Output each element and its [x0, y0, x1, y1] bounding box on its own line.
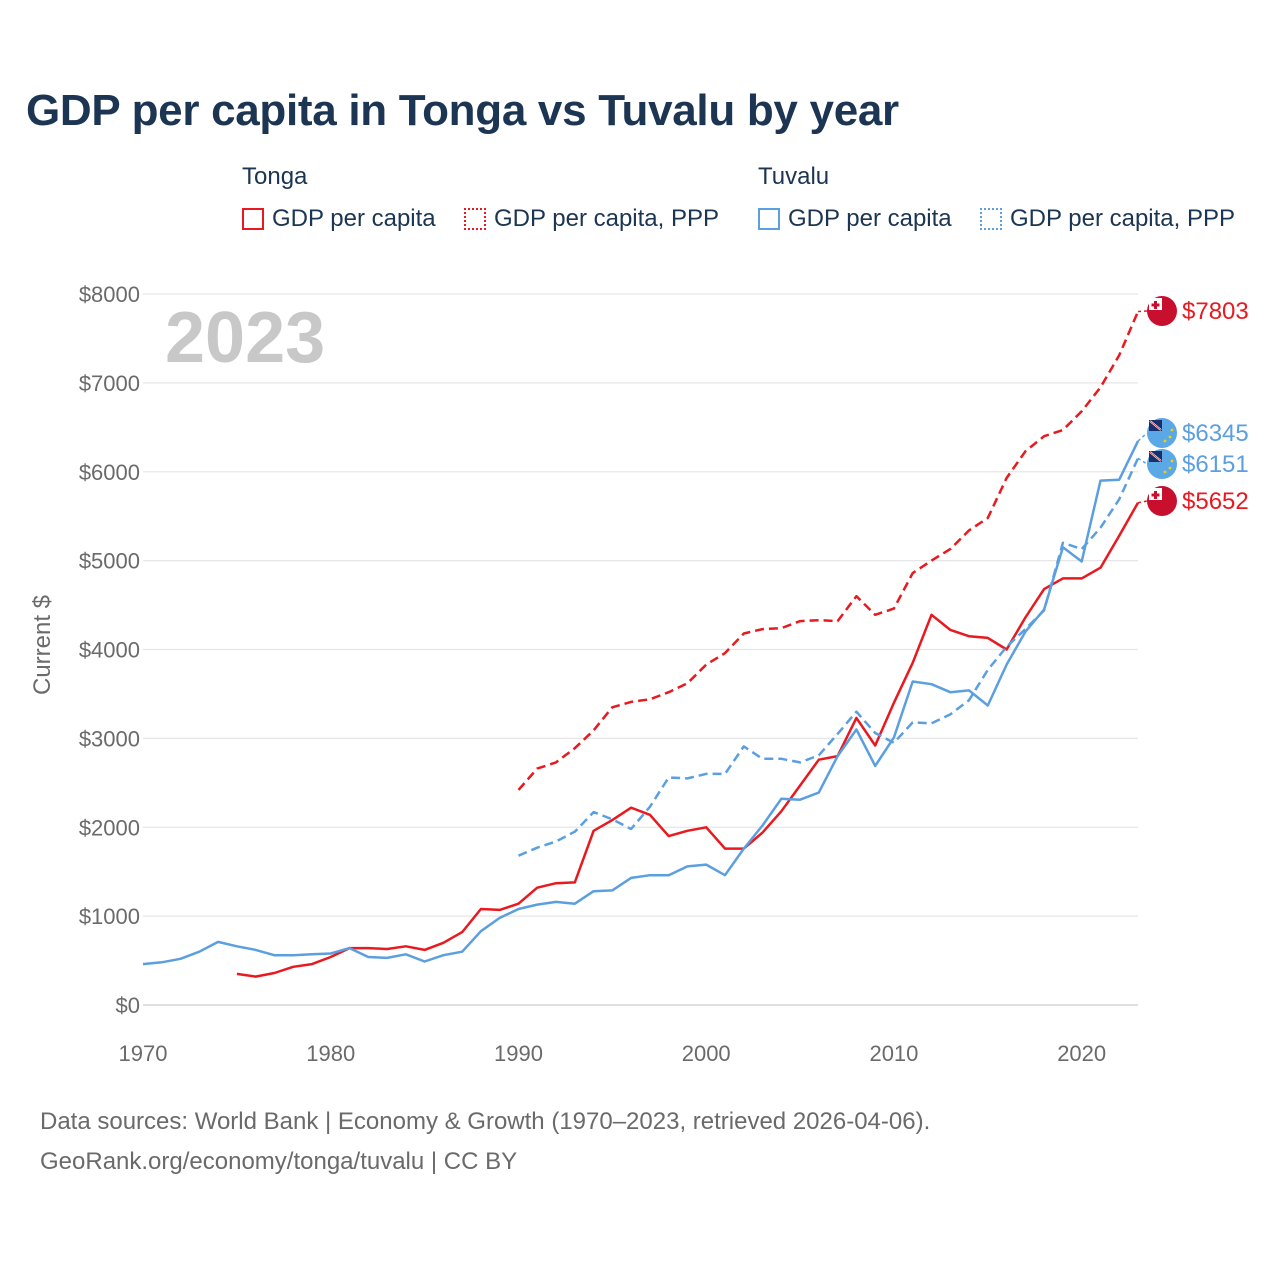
y-axis-label: Current $ — [29, 595, 56, 695]
legend-label: GDP per capita, PPP — [1010, 205, 1235, 232]
x-tick-label: 2020 — [1057, 1041, 1106, 1066]
x-axis: 1970 1980 1990 2000 2010 2020 — [119, 1041, 1107, 1066]
tuvalu-flag-icon — [1147, 449, 1177, 479]
y-tick-label: $7000 — [79, 371, 140, 396]
year-watermark: 2023 — [165, 298, 325, 378]
y-tick-label: $6000 — [79, 460, 140, 485]
y-tick-label: $0 — [116, 993, 140, 1018]
legend-swatch-solid-icon — [758, 208, 780, 230]
y-tick-label: $2000 — [79, 815, 140, 840]
y-tick-label: $8000 — [79, 282, 140, 307]
series-line-tonga-gdp — [236, 502, 1140, 978]
series-line-tuvalu-gdp — [142, 440, 1140, 966]
end-connector — [1137, 432, 1148, 442]
legend-swatch-dotted-icon — [464, 208, 486, 230]
end-value-label: $7803 — [1182, 298, 1249, 325]
footer-sources: Data sources: World Bank | Economy & Gro… — [40, 1108, 931, 1135]
legend-item-tonga-ppp[interactable]: GDP per capita, PPP — [464, 204, 719, 234]
legend-label: GDP per capita — [272, 205, 436, 232]
series-line-tuvalu-ppp — [518, 457, 1140, 857]
y-axis: $0 $1000 $2000 $3000 $4000 $5000 $6000 $7000 $80… — [79, 282, 140, 1018]
y-tick-label: $1000 — [79, 904, 140, 929]
end-value-label: $6151 — [1182, 451, 1249, 478]
x-tick-label: 1970 — [119, 1041, 168, 1066]
series — [142, 311, 1140, 978]
y-tick-label: $4000 — [79, 638, 140, 663]
x-tick-label: 1980 — [306, 1041, 355, 1066]
legend-swatch-solid-icon — [242, 208, 264, 230]
end-value-label: $5652 — [1182, 488, 1249, 515]
grid — [143, 293, 1138, 1006]
x-tick-label: 1990 — [494, 1041, 543, 1066]
page-title: GDP per capita in Tonga vs Tuvalu by yea… — [26, 86, 899, 135]
footer-link: GeoRank.org/economy/tonga/tuvalu | CC BY — [40, 1148, 518, 1175]
end-connector — [1137, 500, 1148, 504]
legend-label: GDP per capita, PPP — [494, 205, 719, 232]
y-tick-label: $3000 — [79, 726, 140, 751]
x-tick-label: 2000 — [682, 1041, 731, 1066]
legend-label: GDP per capita — [788, 205, 952, 232]
legend-item-tuvalu-gdp[interactable]: GDP per capita — [758, 204, 952, 234]
y-tick-label: $5000 — [79, 549, 140, 574]
end-value-label: $6345 — [1182, 420, 1249, 447]
series-line-tonga-ppp — [517, 311, 1140, 791]
legend-item-tuvalu-ppp[interactable]: GDP per capita, PPP — [980, 204, 1235, 234]
tuvalu-flag-icon — [1147, 418, 1177, 448]
tonga-flag-icon — [1147, 486, 1177, 516]
legend-title-tonga: Tonga — [242, 163, 308, 190]
legend-swatch-dotted-icon — [980, 208, 1002, 230]
legend-title-tuvalu: Tuvalu — [758, 163, 830, 190]
tonga-flag-icon — [1147, 296, 1177, 326]
legend-item-tonga-gdp[interactable]: GDP per capita — [242, 204, 436, 234]
end-connector — [1137, 310, 1148, 313]
end-connector — [1137, 457, 1148, 465]
end-labels: $5652 $7803 $6345 $6151 — [1137, 296, 1249, 516]
x-tick-label: 2010 — [869, 1041, 918, 1066]
